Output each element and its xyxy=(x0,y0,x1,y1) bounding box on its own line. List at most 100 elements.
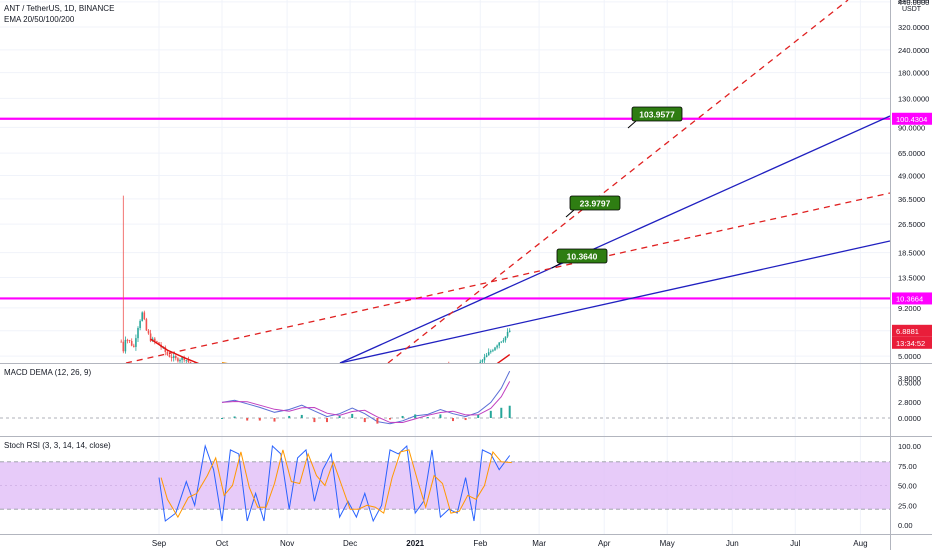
macd-histogram-bar xyxy=(326,418,328,423)
stoch-tick-label: 25.00 xyxy=(898,501,917,510)
price-tick-label: 9.2000 xyxy=(898,304,921,313)
trend-line-upper xyxy=(339,115,890,363)
price-tag xyxy=(892,292,932,305)
macd-histogram-bar xyxy=(376,418,379,424)
date-tick-label: Aug xyxy=(853,539,867,548)
candles xyxy=(120,195,511,363)
date-tick-label: Jul xyxy=(790,539,800,548)
candle-body xyxy=(130,340,133,346)
candle-body xyxy=(175,355,177,359)
candle-body xyxy=(137,328,139,339)
price-tag xyxy=(892,324,932,337)
candle-body xyxy=(481,360,484,362)
countdown-tag xyxy=(892,336,932,349)
candle-body xyxy=(498,342,500,346)
candle-body xyxy=(170,357,173,359)
macd-tick-label: 0.5000 xyxy=(898,379,921,388)
price-tag xyxy=(892,112,932,125)
price-callout xyxy=(569,195,621,211)
price-axis[interactable]: 2.8000 3.8000 5.0000 9.2000 13.5000 18.5000 26… xyxy=(892,0,932,530)
macd-histogram-bar xyxy=(313,418,316,423)
price-tick-label: 49.0000 xyxy=(898,172,925,181)
macd-histogram-bar xyxy=(221,418,223,419)
stoch-tick-label: 75.00 xyxy=(898,462,917,471)
candle-body xyxy=(126,339,129,341)
candle-body xyxy=(135,338,137,347)
price-tick-label: 320.0000 xyxy=(898,23,929,32)
price-pane[interactable]: 103.9577 23.9797 10.3640 xyxy=(0,0,890,400)
candle-body xyxy=(490,351,492,353)
price-callout xyxy=(556,248,608,264)
stoch-tick-label: 0.00 xyxy=(898,521,913,530)
candle-body xyxy=(179,359,181,362)
macd-histogram-bar xyxy=(464,418,467,421)
candle-body xyxy=(483,357,486,361)
price-tick-label: 180.0000 xyxy=(898,69,929,78)
stoch-legend: Stoch RSI (3, 3, 14, 14, close) xyxy=(4,441,111,450)
date-tick-label: May xyxy=(660,539,675,548)
macd-pane[interactable] xyxy=(0,370,890,425)
stoch-d-line xyxy=(160,449,512,519)
callout-pointer xyxy=(551,262,562,269)
candle-body xyxy=(494,347,496,351)
candle-body xyxy=(145,319,148,331)
date-tick-label: Nov xyxy=(280,539,294,548)
date-tick-label: 2021 xyxy=(406,539,424,548)
price-tag-text: 10.3664 xyxy=(896,294,923,303)
macd-histogram-bar xyxy=(401,415,404,418)
candle-body xyxy=(492,350,494,352)
candle-body xyxy=(502,340,505,342)
candle-body xyxy=(506,331,509,337)
candle-body xyxy=(141,312,143,321)
price-tick-label: 18.5000 xyxy=(898,249,925,258)
candle-body xyxy=(158,342,160,345)
grid xyxy=(0,0,890,534)
date-tick-label: Mar xyxy=(532,539,546,548)
price-tick-label: 90.0000 xyxy=(898,123,925,132)
date-tick-label: Jun xyxy=(726,539,739,548)
macd-histogram-bar xyxy=(426,416,429,418)
stoch-tick-label: 50.00 xyxy=(898,482,917,491)
candle-body xyxy=(143,312,146,320)
time-axis[interactable]: Sep Oct Nov Dec 2021 Feb Mar Apr May Jun Jul Aug xyxy=(152,539,868,548)
countdown-text: 13:34:52 xyxy=(896,339,925,348)
price-tick-label: 65.0000 xyxy=(898,149,925,158)
stoch-rsi-pane[interactable] xyxy=(0,444,890,523)
candle-body xyxy=(496,345,498,348)
macd-histogram-bar xyxy=(300,414,303,418)
macd-histogram-bar xyxy=(508,405,511,418)
candle-body xyxy=(128,340,131,341)
date-tick-label: Sep xyxy=(152,539,167,548)
date-tick-label: Dec xyxy=(343,539,357,548)
price-tick-label: 13.5000 xyxy=(898,274,925,283)
candle-body xyxy=(168,354,171,358)
macd-histogram-bar xyxy=(338,415,341,418)
projection-line-steep xyxy=(387,0,849,363)
price-tag-text: 100.4304 xyxy=(896,115,927,124)
macd-legend: MACD DEMA (12, 26, 9) xyxy=(4,368,92,377)
callout-pointer xyxy=(627,120,637,129)
date-tick-label: Apr xyxy=(598,539,611,548)
candle-body xyxy=(120,341,122,343)
callout-pointer xyxy=(565,209,575,218)
stoch-tick-label: 100.00 xyxy=(898,442,921,451)
price-callout xyxy=(631,106,683,122)
ema-legend: EMA 20/50/100/200 xyxy=(4,15,75,24)
candle-body xyxy=(133,345,135,347)
candle-body xyxy=(154,338,156,342)
callout-text: 23.9797 xyxy=(580,199,611,209)
price-tick-label: 36.5000 xyxy=(898,195,925,204)
price-tick-label: 240.0000 xyxy=(898,46,929,55)
price-tick-label: 26.5000 xyxy=(898,220,925,229)
macd-histogram-bar xyxy=(258,418,261,421)
trend-line-lower xyxy=(339,240,890,363)
symbol-title: ANT / TetherUS, 1D, BINANCE xyxy=(4,4,115,13)
candle-body xyxy=(183,357,185,361)
callout-text: 10.3640 xyxy=(567,252,598,262)
macd-histogram-bar xyxy=(351,413,354,418)
macd-histogram-bar xyxy=(363,418,366,423)
candle-body xyxy=(189,362,192,363)
macd-histogram-bar xyxy=(246,418,249,421)
